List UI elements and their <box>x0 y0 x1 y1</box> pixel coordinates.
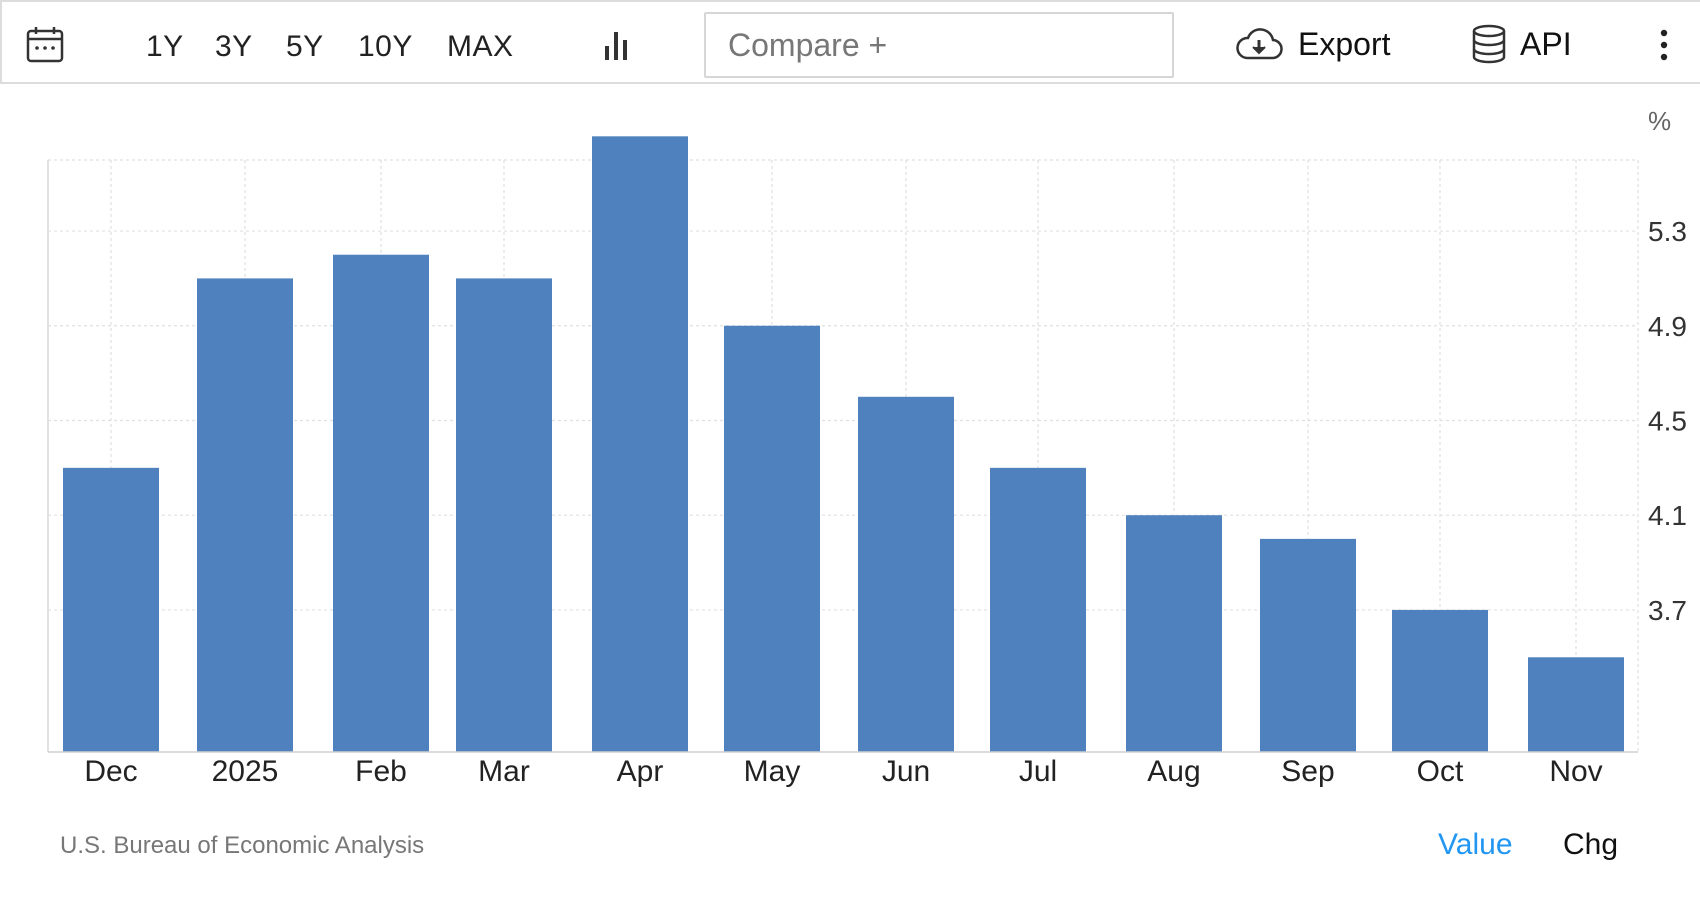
y-tick-label: 4.1 <box>1648 500 1687 531</box>
vertical-dots-icon[interactable] <box>1656 28 1672 62</box>
x-tick-label: Feb <box>355 755 407 788</box>
x-tick-label: Jul <box>1019 755 1057 788</box>
range-5y-button[interactable]: 5Y <box>286 30 324 63</box>
x-tick-label: Sep <box>1281 755 1334 788</box>
x-tick-label: Aug <box>1147 755 1200 788</box>
bar-sep <box>1260 538 1356 752</box>
y-tick-label: 3.7 <box>1648 595 1687 626</box>
x-tick-label: May <box>744 755 801 788</box>
api-label: API <box>1520 25 1572 62</box>
calendar-icon[interactable] <box>26 26 64 64</box>
bar-may <box>724 325 820 752</box>
x-tick-label: Mar <box>478 755 530 788</box>
x-tick-label: Nov <box>1549 755 1602 788</box>
x-tick-label: Apr <box>617 755 664 788</box>
bar-oct <box>1392 609 1488 752</box>
y-tick-label: 4.5 <box>1648 405 1687 436</box>
bar-feb <box>333 254 429 752</box>
bar-aug <box>1126 515 1222 752</box>
cloud-download-icon <box>1234 27 1284 61</box>
chart-toolbar: 1Y 3Y 5Y 10Y MAX Compare + Export <box>0 0 1700 84</box>
bar-2025 <box>197 278 293 752</box>
export-button[interactable]: Export <box>1234 2 1390 86</box>
bar-chart-icon[interactable] <box>602 28 636 62</box>
source-label: U.S. Bureau of Economic Analysis <box>60 832 425 859</box>
bar-dec <box>63 467 159 752</box>
range-max-button[interactable]: MAX <box>447 30 514 63</box>
database-icon <box>1472 24 1506 64</box>
range-1y-button[interactable]: 1Y <box>146 30 184 63</box>
y-axis-unit-label: % <box>1648 106 1672 136</box>
range-10y-button[interactable]: 10Y <box>358 30 413 63</box>
x-tick-label: Dec <box>84 755 137 788</box>
x-tick-label: Oct <box>1417 755 1464 788</box>
y-tick-label: 4.9 <box>1648 311 1687 342</box>
range-3y-button[interactable]: 3Y <box>215 30 253 63</box>
export-label: Export <box>1298 25 1391 62</box>
chg-toggle[interactable]: Chg <box>1563 828 1619 861</box>
value-toggle[interactable]: Value <box>1438 828 1513 861</box>
bar-mar <box>456 278 552 752</box>
y-tick-label: 5.3 <box>1648 216 1687 247</box>
compare-input[interactable]: Compare + <box>704 12 1174 78</box>
bar-jun <box>858 396 954 752</box>
bar-jul <box>990 467 1086 752</box>
x-tick-label: Jun <box>882 755 930 788</box>
x-tick-label: 2025 <box>212 755 279 788</box>
bar-nov <box>1528 657 1624 752</box>
api-button[interactable]: API <box>1472 2 1572 86</box>
bar-apr <box>592 136 688 752</box>
